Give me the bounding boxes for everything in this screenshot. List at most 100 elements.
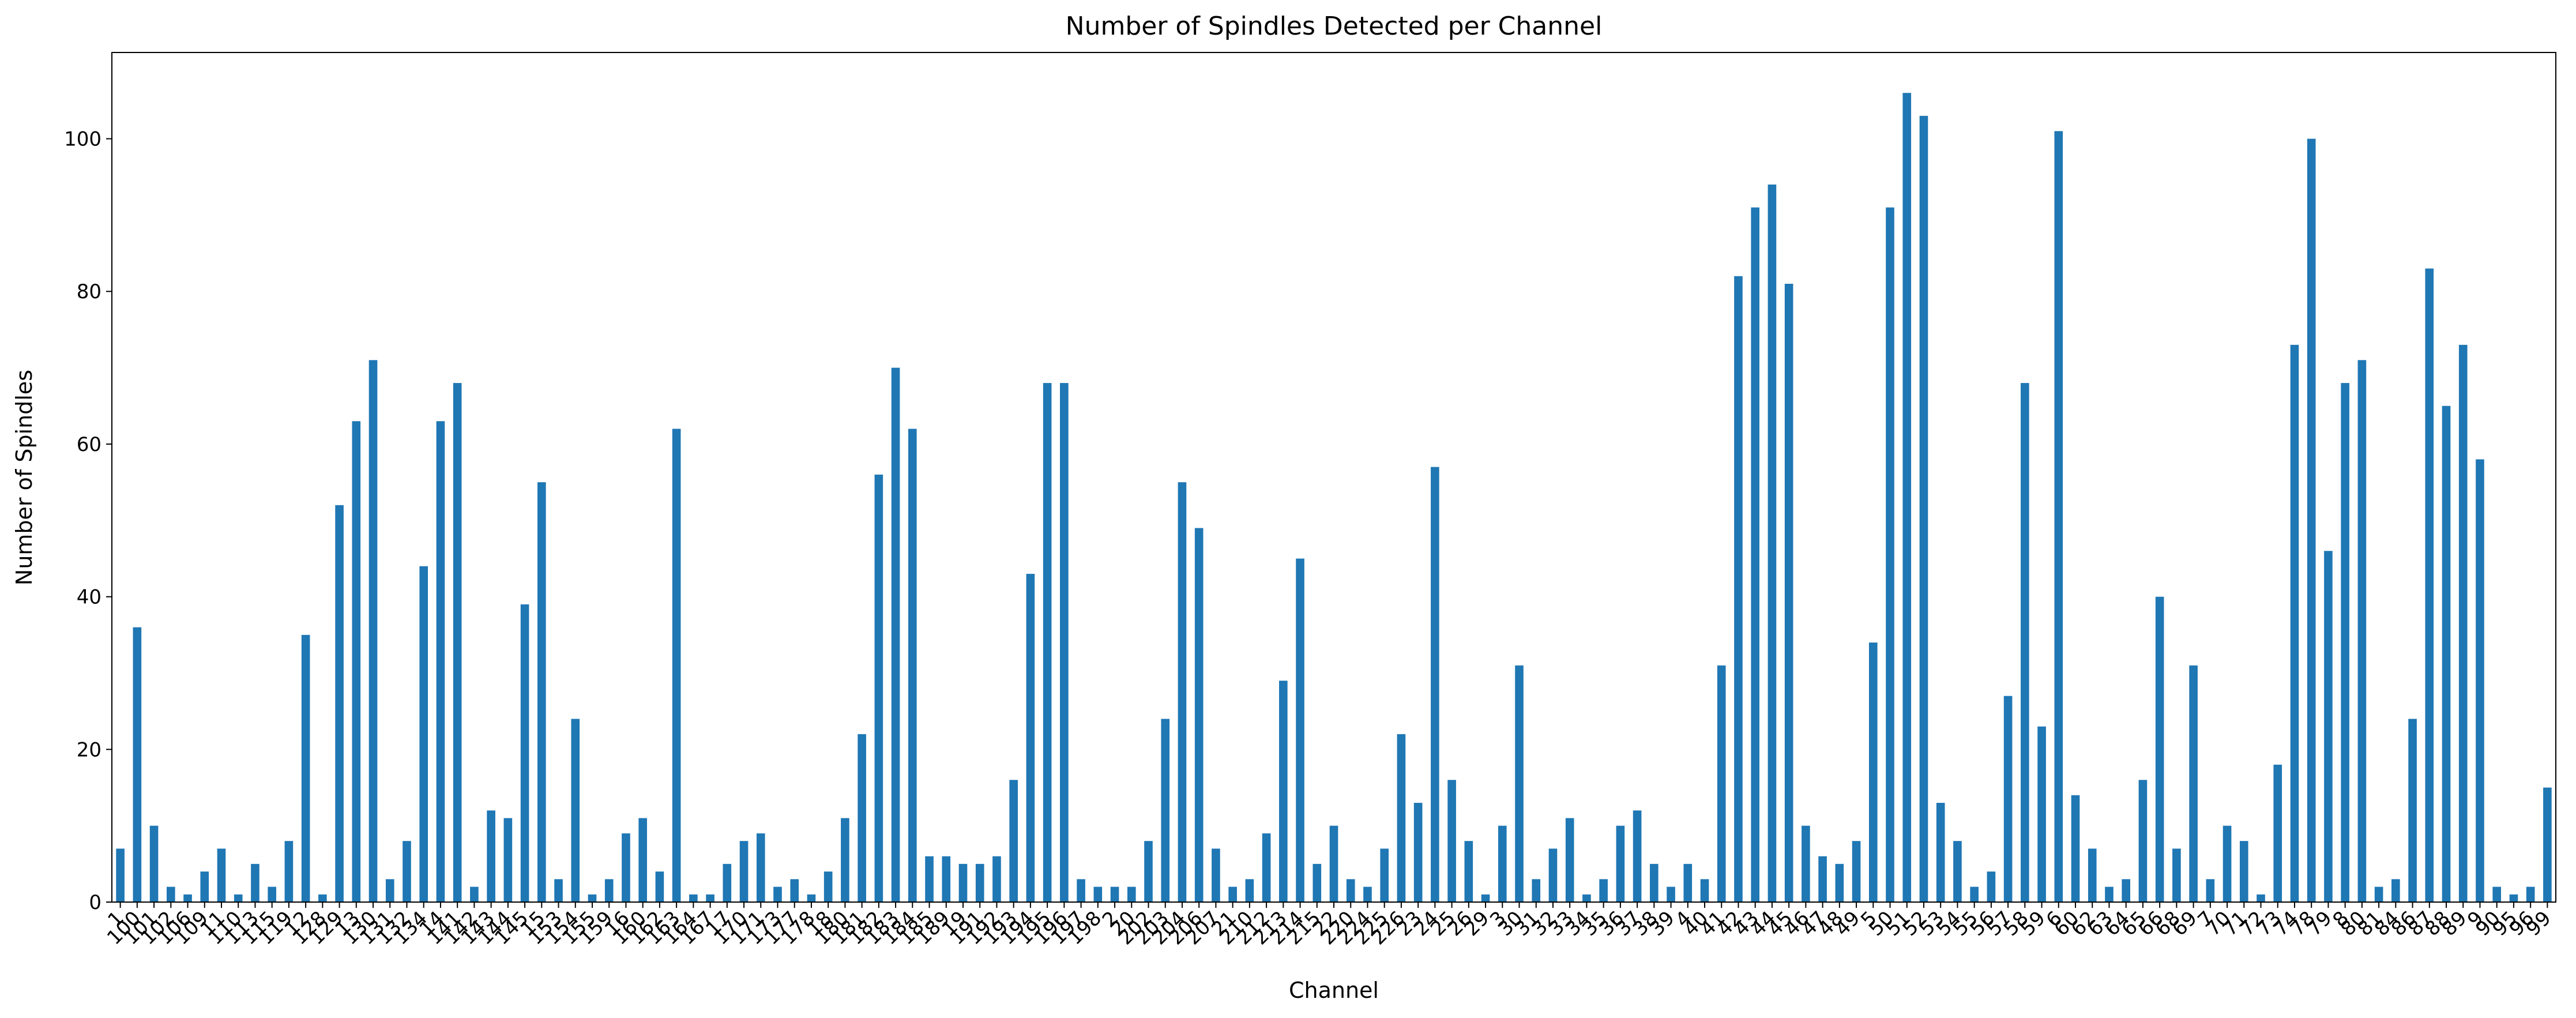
bar [403,841,411,902]
bar [2138,780,2148,902]
bar [2391,879,2400,902]
bar [706,894,714,902]
bar [166,886,175,902]
bar [807,894,816,902]
bar [2290,344,2299,902]
bar [183,894,192,902]
bar [1548,848,1558,902]
bar [335,505,344,902]
bar [251,863,260,902]
bar [2509,894,2518,902]
y-axis-label: Number of Spindles [12,370,37,585]
bar [756,833,765,902]
bar [1178,482,1187,902]
bar [2239,841,2248,902]
bar [318,894,327,902]
y-tick-label: 100 [64,128,101,151]
bar [1431,467,1439,902]
bar [1161,719,1170,902]
bar [958,863,968,902]
x-axis-label: Channel [1289,978,1379,1003]
bar [1043,383,1052,902]
bar [385,879,394,902]
bar [1768,184,1777,902]
bar [1329,825,1338,902]
bar [1110,886,1119,902]
y-tick-label: 60 [77,433,101,456]
bar [149,825,159,902]
bar [773,886,782,902]
bar [2206,879,2215,902]
bar [487,810,495,902]
bar [1346,879,1355,902]
bar [908,429,917,902]
bar [200,872,209,902]
bar [2543,787,2552,902]
bar [1886,207,1894,902]
bar [823,872,833,902]
bar [1987,872,1996,902]
bar [2222,825,2232,902]
bar [1683,863,1693,902]
bar [739,841,749,902]
bar [622,833,630,902]
bar [453,383,462,902]
bar [723,863,732,902]
bar [2021,383,2029,902]
bar [1262,833,1271,902]
bar [537,482,546,902]
bar [1717,665,1726,902]
y-tick-label: 20 [77,738,101,761]
bar [2172,848,2181,902]
bar [2324,551,2333,902]
bar [470,886,479,902]
bar [268,886,276,902]
bar [874,474,883,902]
bar [1667,886,1675,902]
bar [503,818,513,902]
bar [1751,207,1759,902]
y-tick-label: 40 [77,586,101,609]
bar [1009,780,1018,902]
bar [638,818,647,902]
bar [2122,879,2131,902]
bar [1228,886,1237,902]
bar [1380,848,1389,902]
bar [436,421,445,902]
bar [1212,848,1220,902]
bar [2425,268,2434,902]
bar [689,894,698,902]
bar [2476,459,2484,902]
bar [1784,284,1793,903]
bar [234,894,243,902]
bar [1397,734,1406,902]
bar [2037,726,2046,902]
bar [604,879,614,902]
bar [1077,879,1085,902]
bar [1127,886,1136,902]
bar [1936,802,1945,902]
bar [1565,818,1574,902]
bar [1498,825,1507,902]
bar [2458,344,2468,902]
bar [1026,573,1035,902]
bar [1296,558,1304,902]
bar [1245,879,1254,902]
bar [419,566,428,902]
bar [588,894,597,902]
bar [1970,886,1979,902]
bar [1802,825,1810,902]
bar [217,848,226,902]
bar [672,429,681,902]
bar [1060,383,1069,902]
bar [2003,696,2013,902]
bar [1902,93,1912,903]
bar [891,367,900,902]
bar [1835,863,1844,902]
bar [2088,848,2097,902]
bar [1852,841,1861,902]
bar [1700,879,1709,902]
bar [554,879,563,902]
bar [1144,841,1153,902]
